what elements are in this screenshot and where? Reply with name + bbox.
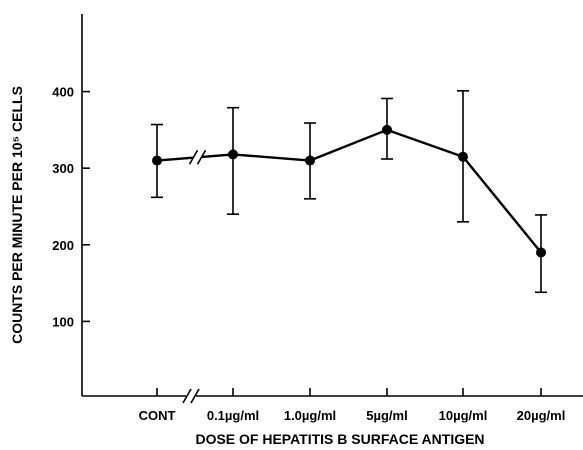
break-slash: [188, 149, 199, 165]
axis-gap: [186, 393, 196, 399]
x-tick-label: 1.0µg/ml: [284, 408, 336, 423]
x-axis-title: DOSE OF HEPATITIS B SURFACE ANTIGEN: [195, 431, 484, 447]
axes: [81, 14, 583, 397]
data-point: [382, 124, 392, 135]
x-axis-ticks: CONT 0.1µg/ml 1.0µg/ml 5µg/ml 10µg/ml 20µg/ml: [139, 388, 566, 423]
error-bars: [151, 90, 547, 294]
data-points: [152, 124, 546, 258]
data-point: [152, 155, 162, 166]
x-tick-label: 0.1µg/ml: [207, 408, 259, 423]
y-tick-label: 100: [52, 314, 74, 329]
axis-break-marks: [182, 149, 207, 404]
y-tick-label: 200: [52, 238, 74, 253]
y-tick-label: 300: [52, 161, 74, 176]
data-point: [536, 247, 546, 258]
break-slash: [182, 388, 192, 404]
x-tick-label: CONT: [139, 408, 176, 423]
data-point: [305, 155, 315, 166]
series-line: [156, 128, 542, 254]
break-slash: [190, 388, 200, 404]
x-tick-label: 5µg/ml: [366, 408, 407, 423]
data-point: [458, 151, 468, 162]
x-tick-label: 20µg/ml: [517, 408, 566, 423]
y-tick-label: 400: [52, 85, 74, 100]
x-tick-label: 10µg/ml: [439, 408, 488, 423]
data-point: [228, 149, 238, 160]
y-axis-ticks: 100 200 300 400: [52, 85, 90, 329]
y-axis-title: COUNTS PER MINUTE PER 10⁵ CELLS: [9, 86, 25, 344]
break-slash: [196, 149, 207, 165]
